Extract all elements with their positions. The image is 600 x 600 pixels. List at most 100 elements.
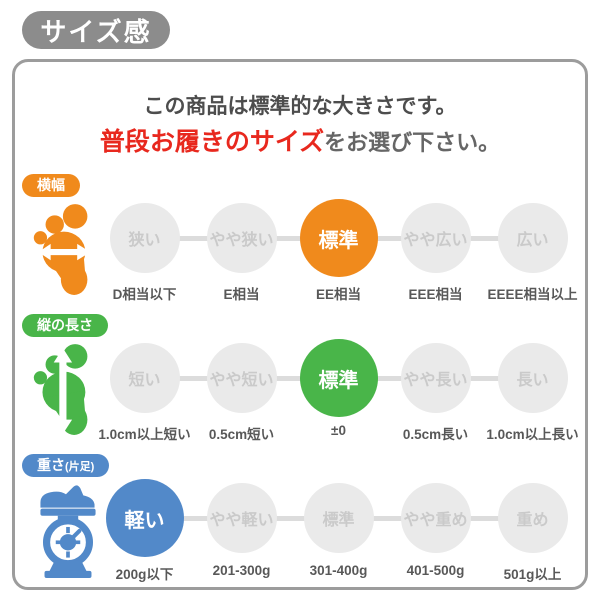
foot-width-icon	[33, 204, 91, 295]
option-label: やや長い	[403, 372, 468, 389]
option-caption: 201-300g	[212, 563, 271, 578]
header-line2-highlight: 普段お履きのサイズ	[99, 128, 325, 157]
option-label: やや軽い	[209, 512, 274, 529]
option-circle-area: 標準	[299, 338, 378, 418]
option-label: やや短い	[209, 372, 274, 389]
option-circle-area: やや広い	[400, 198, 471, 278]
option-caption: 1.0cm以上長い	[486, 427, 579, 442]
option-slot: 標準 ±0	[290, 338, 387, 448]
option-slot: 広い EEEE相当以上	[484, 198, 581, 308]
option-scale: 短い 1.0cm以上短い やや短い 0.5cm短い 標準 ±0 やや長い 0.5cm長い 長い 1…	[96, 338, 581, 448]
option-circle: やや狭い	[206, 203, 277, 273]
section-width: 横幅 狭い D相当以下 やや狭い E相当 標準 EE相当 やや広い EEE相当 広い EEEE相当…	[15, 174, 585, 314]
header-line2-rest: をお選び下さい。	[324, 130, 501, 156]
option-circle-area: 広い	[497, 198, 568, 278]
option-label: 重め	[516, 512, 549, 529]
option-circle: やや長い	[400, 343, 471, 413]
option-label: 標準	[318, 229, 359, 252]
option-caption: 0.5cm長い	[402, 427, 469, 442]
option-circle-area: 標準	[303, 478, 374, 558]
option-circle-selected: 標準	[299, 339, 378, 417]
option-label: やや広い	[403, 232, 468, 249]
option-slot: 標準 301-400g	[290, 478, 387, 588]
option-slot: 標準 EE相当	[290, 198, 387, 308]
option-label: 短い	[128, 372, 161, 389]
option-label: 長い	[516, 372, 549, 389]
section-label-pill: 重さ (片足)	[22, 454, 110, 477]
section-label-pill: 縦の長さ	[22, 314, 108, 337]
option-caption: 1.0cm以上短い	[98, 427, 191, 442]
option-caption: EEEE相当以上	[487, 287, 578, 302]
section-label: 重さ	[37, 457, 65, 473]
option-scale: 軽い 200g以下 やや軽い 201-300g 標準 301-400g やや重め 401-50…	[96, 478, 581, 588]
option-circle-area: やや長い	[400, 338, 471, 418]
option-circle-area: やや軽い	[206, 478, 277, 558]
option-caption: D相当以下	[112, 287, 177, 302]
option-caption: EEE相当	[408, 287, 463, 302]
option-circle-area: 長い	[497, 338, 568, 418]
foot-width-icon	[31, 200, 105, 298]
option-circle: 広い	[497, 203, 568, 273]
option-circle-area: やや短い	[206, 338, 277, 418]
option-circle: やや短い	[206, 343, 277, 413]
option-circle: やや軽い	[206, 483, 277, 553]
option-circle-area: 重め	[497, 478, 568, 558]
size-guide-header: この商品は標準的な大きさです。 普段お履きのサイズをお選び下さい。	[15, 94, 585, 159]
option-circle: 狭い	[109, 203, 180, 273]
option-circle: やや重め	[400, 483, 471, 553]
option-slot: やや長い 0.5cm長い	[387, 338, 484, 448]
option-caption: 401-500g	[406, 563, 465, 578]
option-circle-area: 狭い	[109, 198, 180, 278]
option-slot: やや狭い E相当	[193, 198, 290, 308]
option-caption: 501g以上	[503, 567, 562, 582]
option-caption: 200g以下	[115, 567, 174, 582]
section-label-sub: (片足)	[65, 461, 95, 473]
option-circle: 標準	[303, 483, 374, 553]
option-circle: 重め	[497, 483, 568, 553]
option-slot: やや短い 0.5cm短い	[193, 338, 290, 448]
option-slot: 狭い D相当以下	[96, 198, 193, 308]
option-circle-area: やや重め	[400, 478, 471, 558]
header-line1: この商品は標準的な大きさです。	[143, 95, 457, 118]
option-circle-area: 標準	[299, 198, 378, 278]
option-slot: やや広い EEE相当	[387, 198, 484, 308]
option-label: 軽い	[124, 509, 165, 532]
option-caption: 301-400g	[309, 563, 368, 578]
option-slot: やや軽い 201-300g	[193, 478, 290, 588]
option-slot: 長い 1.0cm以上長い	[484, 338, 581, 448]
option-slot: 重め 501g以上	[484, 478, 581, 588]
option-caption: EE相当	[315, 287, 361, 302]
option-circle-area: やや狭い	[206, 198, 277, 278]
scale-icon	[31, 480, 105, 578]
option-circle-selected: 標準	[299, 199, 378, 277]
option-label: 標準	[322, 512, 355, 529]
option-caption: 0.5cm短い	[208, 427, 275, 442]
size-guide-title-badge: サイズ感	[22, 11, 170, 49]
option-caption: E相当	[223, 287, 260, 302]
option-label: 狭い	[128, 232, 161, 249]
option-circle-area: 軽い	[105, 478, 184, 558]
section-length: 縦の長さ 短い 1.0cm以上短い やや短い 0.5cm短い 標準 ±0 やや長い 0.5cm…	[15, 314, 585, 454]
option-slot: 軽い 200g以下	[96, 478, 193, 588]
foot-length-icon	[33, 344, 88, 435]
option-slot: やや重め 401-500g	[387, 478, 484, 588]
option-slot: 短い 1.0cm以上短い	[96, 338, 193, 448]
option-circle: 短い	[109, 343, 180, 413]
size-guide-box: この商品は標準的な大きさです。 普段お履きのサイズをお選び下さい。 横幅 狭い D…	[12, 59, 588, 590]
option-label: 広い	[516, 232, 549, 249]
foot-length-icon	[31, 340, 105, 438]
header-line2: 普段お履きのサイズをお選び下さい。	[15, 127, 585, 158]
option-label: やや狭い	[209, 232, 274, 249]
option-circle: やや広い	[400, 203, 471, 273]
option-label: 標準	[318, 369, 359, 392]
option-circle-selected: 軽い	[105, 479, 184, 557]
option-circle: 長い	[497, 343, 568, 413]
option-circle-area: 短い	[109, 338, 180, 418]
size-guide-title: サイズ感	[40, 16, 152, 47]
section-label: 横幅	[37, 177, 65, 193]
section-label: 縦の長さ	[37, 317, 93, 333]
option-scale: 狭い D相当以下 やや狭い E相当 標準 EE相当 やや広い EEE相当 広い EEEE相当以上	[96, 198, 581, 308]
section-weight: 重さ (片足) 軽い 200g以下 やや軽い 201-300g 標準 301-400g やや重…	[15, 454, 585, 594]
scale-icon	[40, 485, 96, 578]
